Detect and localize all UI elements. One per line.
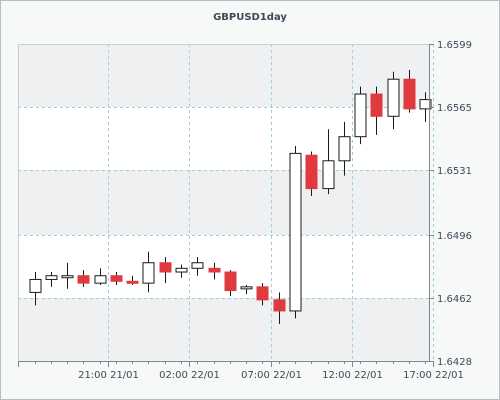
- candle-body-up: [45, 275, 58, 280]
- candle-body-up: [191, 262, 204, 269]
- candle-body-down: [159, 262, 172, 273]
- x-tick-label: 21:00 21/01: [78, 370, 139, 381]
- horizontal-bands: [18, 44, 429, 361]
- candle-14: [256, 283, 269, 306]
- candle-body-down: [126, 280, 139, 284]
- candle-1: [45, 272, 58, 287]
- candle-15: [273, 292, 286, 324]
- candle-12: [224, 270, 237, 297]
- candle-body-down: [110, 275, 123, 282]
- y-tick-label: 1.6462: [437, 294, 472, 305]
- candle-22: [387, 71, 400, 130]
- candle-17: [305, 151, 318, 197]
- candle-13: [240, 284, 253, 295]
- y-tick-label: 1.6531: [437, 166, 472, 177]
- candle-body-up: [94, 275, 107, 284]
- band-1: [18, 107, 429, 171]
- candle-body-up: [175, 267, 188, 273]
- candle-7: [142, 251, 155, 293]
- x-axis-ticks: 21:00 21/01 02:00 22/01 07:00 22/01 12:00 2…: [18, 361, 464, 381]
- candle-body-down: [305, 154, 318, 190]
- candle-body-down: [273, 299, 286, 312]
- x-tick-label: 17:00 22/01: [403, 370, 464, 381]
- candle-body-up: [61, 275, 74, 279]
- candle-body-down: [256, 286, 269, 301]
- y-tick-label: 1.6599: [437, 40, 472, 51]
- x-tick-label: 02:00 22/01: [159, 370, 220, 381]
- candle-11: [208, 262, 221, 280]
- candle-16: [289, 145, 302, 319]
- y-axis-ticks: 1.6599 1.6565 1.6531 1.6496 1.6462 1.6428: [429, 40, 472, 368]
- candle-body-up: [322, 160, 335, 190]
- y-tick-label: 1.6565: [437, 103, 472, 114]
- y-tick-label: 1.6496: [437, 231, 472, 242]
- candle-0: [29, 272, 42, 306]
- candle-body-up: [354, 93, 367, 138]
- candle-3: [77, 270, 90, 287]
- candle-10: [191, 257, 204, 276]
- x-tick-label: 12:00 22/01: [322, 370, 383, 381]
- candle-21: [370, 86, 383, 135]
- candle-body-down: [208, 267, 221, 273]
- candle-body-up: [338, 136, 351, 162]
- candle-24: [419, 92, 432, 122]
- candle-23: [403, 69, 416, 113]
- candle-body-down: [77, 275, 90, 284]
- band-0: [18, 44, 429, 108]
- candle-8: [159, 257, 172, 284]
- chart-title: GBPUSD1day: [213, 12, 287, 23]
- candle-body-up: [240, 286, 253, 290]
- candle-9: [175, 264, 188, 278]
- x-tick-label: 07:00 22/01: [241, 370, 302, 381]
- candle-4: [94, 268, 107, 285]
- candle-body-down: [370, 93, 383, 117]
- candle-body-down: [403, 78, 416, 110]
- candle-body-up: [142, 262, 155, 284]
- candle-body-down: [224, 271, 237, 292]
- band-4: [18, 297, 429, 361]
- candle-19: [338, 121, 351, 176]
- candle-body-up: [29, 278, 42, 293]
- band-2: [18, 170, 429, 235]
- candle-body-up: [419, 99, 432, 110]
- y-tick-label: 1.6428: [437, 357, 472, 368]
- candle-2: [61, 262, 74, 289]
- axes: [18, 44, 430, 362]
- candle-body-up: [387, 78, 400, 117]
- candle-body-up: [289, 152, 302, 312]
- candles: [29, 69, 432, 324]
- candle-5: [110, 272, 123, 285]
- band-3: [18, 234, 429, 298]
- candle-20: [354, 86, 367, 145]
- candle-18: [322, 129, 335, 195]
- candle-6: [126, 275, 139, 285]
